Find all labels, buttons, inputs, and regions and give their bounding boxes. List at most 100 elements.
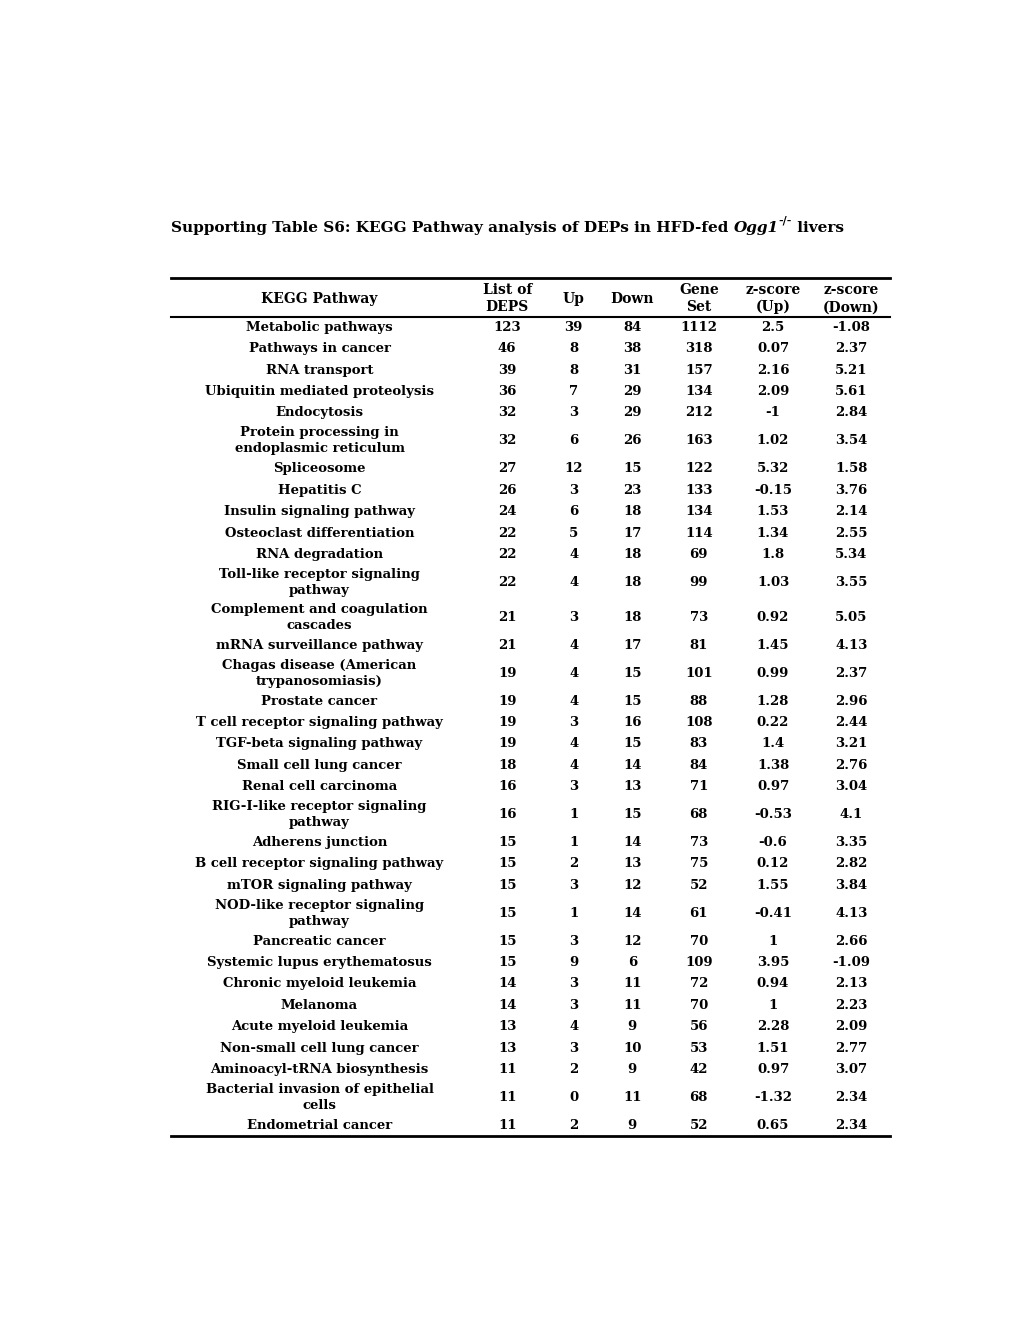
Text: 114: 114 <box>684 527 712 540</box>
Text: 2.66: 2.66 <box>835 935 866 948</box>
Text: RIG-I-like receptor signaling
pathway: RIG-I-like receptor signaling pathway <box>212 800 426 829</box>
Text: NOD-like receptor signaling
pathway: NOD-like receptor signaling pathway <box>215 899 424 928</box>
Text: 12: 12 <box>623 879 641 892</box>
Text: 19: 19 <box>497 738 516 750</box>
Text: 318: 318 <box>685 342 712 355</box>
Text: 18: 18 <box>497 759 516 772</box>
Text: 18: 18 <box>623 611 641 623</box>
Text: 2.14: 2.14 <box>835 506 866 519</box>
Text: Metabolic pathways: Metabolic pathways <box>246 321 392 334</box>
Text: 2.34: 2.34 <box>835 1119 866 1133</box>
Text: Hepatitis C: Hepatitis C <box>277 483 361 496</box>
Text: 3: 3 <box>569 879 578 892</box>
Text: 23: 23 <box>623 483 641 496</box>
Text: 36: 36 <box>497 385 516 399</box>
Text: 15: 15 <box>497 879 516 892</box>
Text: 13: 13 <box>497 1020 516 1034</box>
Text: B cell receptor signaling pathway: B cell receptor signaling pathway <box>196 858 443 870</box>
Text: 2.55: 2.55 <box>835 527 866 540</box>
Text: RNA degradation: RNA degradation <box>256 548 383 561</box>
Text: 10: 10 <box>623 1041 641 1055</box>
Text: Endometrial cancer: Endometrial cancer <box>247 1119 391 1133</box>
Text: mRNA surveillance pathway: mRNA surveillance pathway <box>216 639 423 652</box>
Text: 56: 56 <box>689 1020 707 1034</box>
Text: 4.1: 4.1 <box>839 808 862 821</box>
Text: 18: 18 <box>623 506 641 519</box>
Text: Ogg1: Ogg1 <box>733 220 777 235</box>
Text: 15: 15 <box>497 935 516 948</box>
Text: 8: 8 <box>569 363 578 376</box>
Text: 3.35: 3.35 <box>835 836 866 849</box>
Text: T cell receptor signaling pathway: T cell receptor signaling pathway <box>196 715 442 729</box>
Text: 11: 11 <box>623 999 641 1012</box>
Text: Osteoclast differentiation: Osteoclast differentiation <box>224 527 414 540</box>
Text: -0.15: -0.15 <box>753 483 792 496</box>
Text: 157: 157 <box>685 363 712 376</box>
Text: 1.55: 1.55 <box>756 879 789 892</box>
Text: 2.96: 2.96 <box>835 694 866 708</box>
Text: 22: 22 <box>497 576 516 589</box>
Text: 5.32: 5.32 <box>756 462 789 475</box>
Text: -0.6: -0.6 <box>758 836 787 849</box>
Text: 1112: 1112 <box>680 321 716 334</box>
Text: 0.07: 0.07 <box>756 342 789 355</box>
Text: Adherens junction: Adherens junction <box>252 836 387 849</box>
Text: 5.21: 5.21 <box>835 363 866 376</box>
Text: Complement and coagulation
cascades: Complement and coagulation cascades <box>211 602 427 631</box>
Text: -0.53: -0.53 <box>753 808 791 821</box>
Text: Prostate cancer: Prostate cancer <box>261 694 377 708</box>
Text: 4.13: 4.13 <box>835 639 866 652</box>
Text: 29: 29 <box>623 385 641 399</box>
Text: TGF-beta signaling pathway: TGF-beta signaling pathway <box>216 738 422 750</box>
Text: 15: 15 <box>623 667 641 680</box>
Text: 61: 61 <box>689 907 707 920</box>
Text: 4: 4 <box>569 576 578 589</box>
Text: 3: 3 <box>569 715 578 729</box>
Text: 88: 88 <box>689 694 707 708</box>
Text: 0.94: 0.94 <box>756 978 789 990</box>
Text: 16: 16 <box>497 808 516 821</box>
Text: Chronic myeloid leukemia: Chronic myeloid leukemia <box>222 978 416 990</box>
Text: 4: 4 <box>569 738 578 750</box>
Text: -1.32: -1.32 <box>753 1092 792 1104</box>
Text: 5: 5 <box>569 527 578 540</box>
Text: 2.37: 2.37 <box>835 667 866 680</box>
Text: 0.65: 0.65 <box>756 1119 789 1133</box>
Text: 52: 52 <box>689 879 707 892</box>
Text: 4: 4 <box>569 759 578 772</box>
Text: 83: 83 <box>689 738 707 750</box>
Text: 3.04: 3.04 <box>835 780 866 793</box>
Text: List of
DEPS: List of DEPS <box>482 282 531 314</box>
Text: 5.34: 5.34 <box>835 548 866 561</box>
Text: 3.95: 3.95 <box>756 956 789 969</box>
Text: 73: 73 <box>689 836 707 849</box>
Text: 9: 9 <box>627 1063 636 1076</box>
Text: mTOR signaling pathway: mTOR signaling pathway <box>227 879 412 892</box>
Text: 99: 99 <box>689 576 707 589</box>
Text: Down: Down <box>610 292 653 305</box>
Text: 4: 4 <box>569 667 578 680</box>
Text: 14: 14 <box>497 978 516 990</box>
Text: 2.84: 2.84 <box>835 407 866 420</box>
Text: 9: 9 <box>627 1020 636 1034</box>
Text: 1.38: 1.38 <box>756 759 789 772</box>
Text: 21: 21 <box>497 639 516 652</box>
Text: 1.51: 1.51 <box>756 1041 789 1055</box>
Text: 1.53: 1.53 <box>756 506 789 519</box>
Text: 84: 84 <box>623 321 641 334</box>
Text: -1: -1 <box>765 407 780 420</box>
Text: Endocytosis: Endocytosis <box>275 407 363 420</box>
Text: 3: 3 <box>569 935 578 948</box>
Text: 26: 26 <box>623 434 641 447</box>
Text: livers: livers <box>792 220 844 235</box>
Text: 18: 18 <box>623 576 641 589</box>
Text: 19: 19 <box>497 694 516 708</box>
Text: 2.09: 2.09 <box>835 1020 866 1034</box>
Text: 1.58: 1.58 <box>835 462 866 475</box>
Text: 0.97: 0.97 <box>756 780 789 793</box>
Text: 123: 123 <box>493 321 521 334</box>
Text: 71: 71 <box>689 780 707 793</box>
Text: 1: 1 <box>767 935 776 948</box>
Text: 3.21: 3.21 <box>835 738 866 750</box>
Text: 14: 14 <box>623 759 641 772</box>
